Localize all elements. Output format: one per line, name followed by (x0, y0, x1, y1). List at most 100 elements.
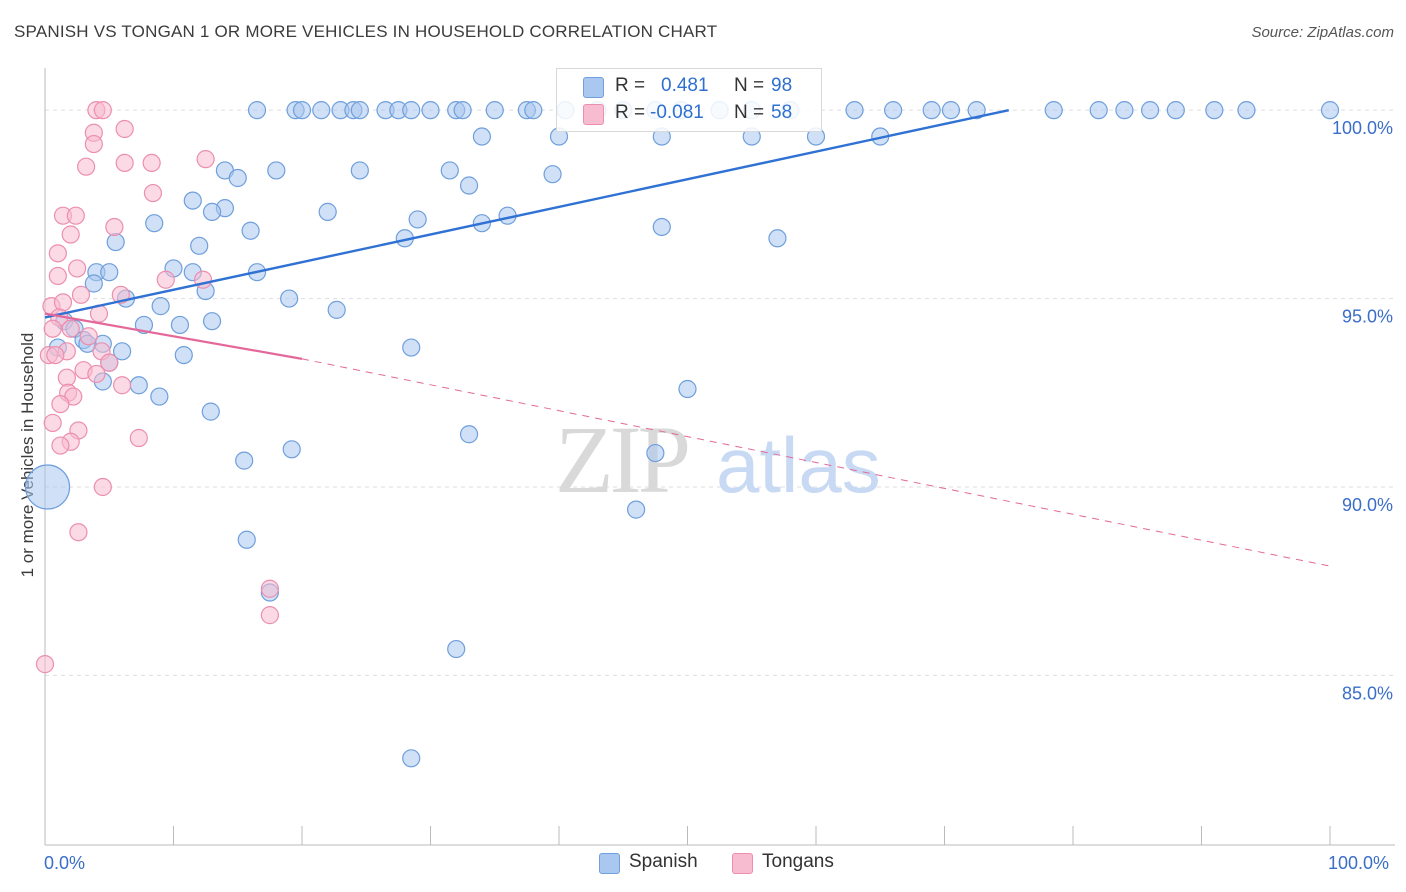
y-tick-labels: 100.0% 95.0% 90.0% 85.0% (1332, 118, 1393, 703)
x-tick-label-min: 0.0% (44, 853, 86, 873)
r-value: -0.081 (650, 102, 704, 123)
tongan-point (115, 153, 134, 173)
tongan-point (71, 285, 91, 304)
spanish-point (112, 342, 132, 361)
tongan-point (53, 293, 73, 312)
tongan-trend-line (44, 312, 303, 360)
n-label: N = (734, 102, 765, 123)
spanish-swatch (583, 77, 604, 98)
tongan-point (77, 157, 96, 176)
tongan-point (61, 319, 80, 338)
spanish-point (768, 229, 787, 248)
spanish-point (1140, 101, 1160, 120)
spanish-swatch (599, 853, 620, 874)
tongans-swatch (583, 104, 604, 125)
tongan-point (57, 368, 76, 387)
spanish-point (237, 530, 256, 549)
watermark-zip: ZIP (555, 406, 688, 513)
spanish-point (1166, 101, 1185, 120)
tongan-point (43, 413, 62, 433)
n-value: 98 (771, 75, 793, 96)
r-value: 0.481 (661, 75, 709, 96)
spanish-point (485, 101, 504, 120)
spanish-point (202, 202, 222, 221)
spanish-point (421, 101, 440, 120)
tongan-point (51, 394, 70, 414)
spanish-point (350, 101, 369, 120)
spanish-point (845, 101, 864, 120)
tongan-point (129, 428, 148, 448)
tongan-point (48, 244, 67, 263)
spanish-point (440, 161, 459, 180)
spanish-point (150, 387, 169, 406)
spanish-point (183, 191, 202, 210)
tongans-swatch (732, 853, 753, 874)
watermark-atlas: atlas (716, 421, 881, 509)
spanish-point (402, 338, 421, 357)
spanish-point (652, 217, 671, 237)
tongan-point (69, 523, 88, 542)
legend-label-spanish: Spanish (629, 851, 698, 872)
spanish-point (24, 464, 71, 510)
spanish-point (646, 443, 665, 463)
trend-lines (44, 108, 1331, 567)
tongan-point (48, 266, 67, 286)
spanish-point (1044, 101, 1063, 120)
tongan-point (142, 153, 161, 173)
spanish-point (453, 101, 472, 120)
spanish-point (84, 274, 103, 293)
spanish-point (1237, 101, 1256, 120)
tongan-point (66, 206, 85, 225)
y-tick-label: 95.0% (1342, 307, 1393, 327)
spanish-point (190, 236, 209, 255)
spanish-point (145, 214, 164, 233)
spanish-point (967, 101, 986, 120)
tongan-point (156, 270, 175, 289)
tongan-point (93, 477, 112, 497)
tongan-point (105, 217, 124, 237)
spanish-point (235, 451, 254, 470)
axes (44, 68, 1395, 846)
spanish-point (524, 101, 543, 120)
spanish-point (318, 202, 337, 221)
spanish-point (1320, 101, 1340, 120)
spanish-point (129, 376, 148, 395)
r-label: R = (615, 75, 646, 96)
spanish-point (312, 101, 331, 120)
spanish-point (626, 500, 646, 519)
spanish-point (106, 232, 125, 252)
tongan-point (61, 225, 80, 244)
r-label: R = (615, 102, 646, 123)
gridlines (45, 109, 1395, 676)
spanish-point (941, 101, 961, 120)
spanish-point (402, 749, 421, 768)
tongan-point (79, 327, 98, 346)
spanish-point (350, 161, 369, 180)
spanish-point (241, 221, 260, 240)
n-label: N = (734, 75, 765, 96)
chart-title: SPANISH VS TONGAN 1 OR MORE VEHICLES IN … (14, 22, 718, 41)
tongan-point (100, 353, 119, 372)
spanish-point (282, 440, 301, 459)
tongan-point (35, 655, 55, 674)
spanish-point (1115, 101, 1134, 120)
spanish-point (327, 300, 346, 319)
spanish-point (402, 101, 421, 120)
y-tick-label: 85.0% (1342, 683, 1393, 703)
tongan-point (51, 436, 70, 455)
tongan-point (46, 345, 65, 365)
tongan-point (93, 101, 112, 120)
spanish-point (174, 345, 193, 365)
spanish-point (459, 176, 479, 195)
tongan-point (196, 150, 215, 169)
tongan-points (35, 101, 279, 674)
spanish-point (447, 639, 466, 659)
tongan-point (260, 606, 279, 625)
tongan-trend-extension (301, 358, 1331, 567)
spanish-point (472, 127, 491, 146)
tongan-point (87, 364, 106, 384)
y-tick-label: 100.0% (1332, 118, 1393, 138)
y-tick-label: 90.0% (1342, 495, 1393, 515)
spanish-point (202, 312, 222, 331)
